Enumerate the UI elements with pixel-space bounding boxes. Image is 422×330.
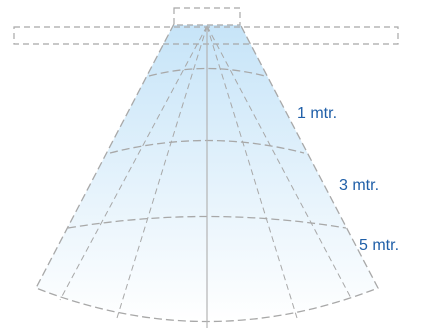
beam-radial-lines xyxy=(59,25,353,319)
radial-line xyxy=(206,25,353,301)
label-3m: 3 mtr. xyxy=(339,177,379,194)
radial-line xyxy=(206,25,298,319)
distance-arc-1m xyxy=(148,67,266,77)
sensor-head xyxy=(173,7,241,26)
radial-line xyxy=(59,25,208,301)
label-5m: 5 mtr. xyxy=(359,237,399,254)
radial-line xyxy=(116,25,208,319)
label-1m: 1 mtr. xyxy=(297,105,337,122)
